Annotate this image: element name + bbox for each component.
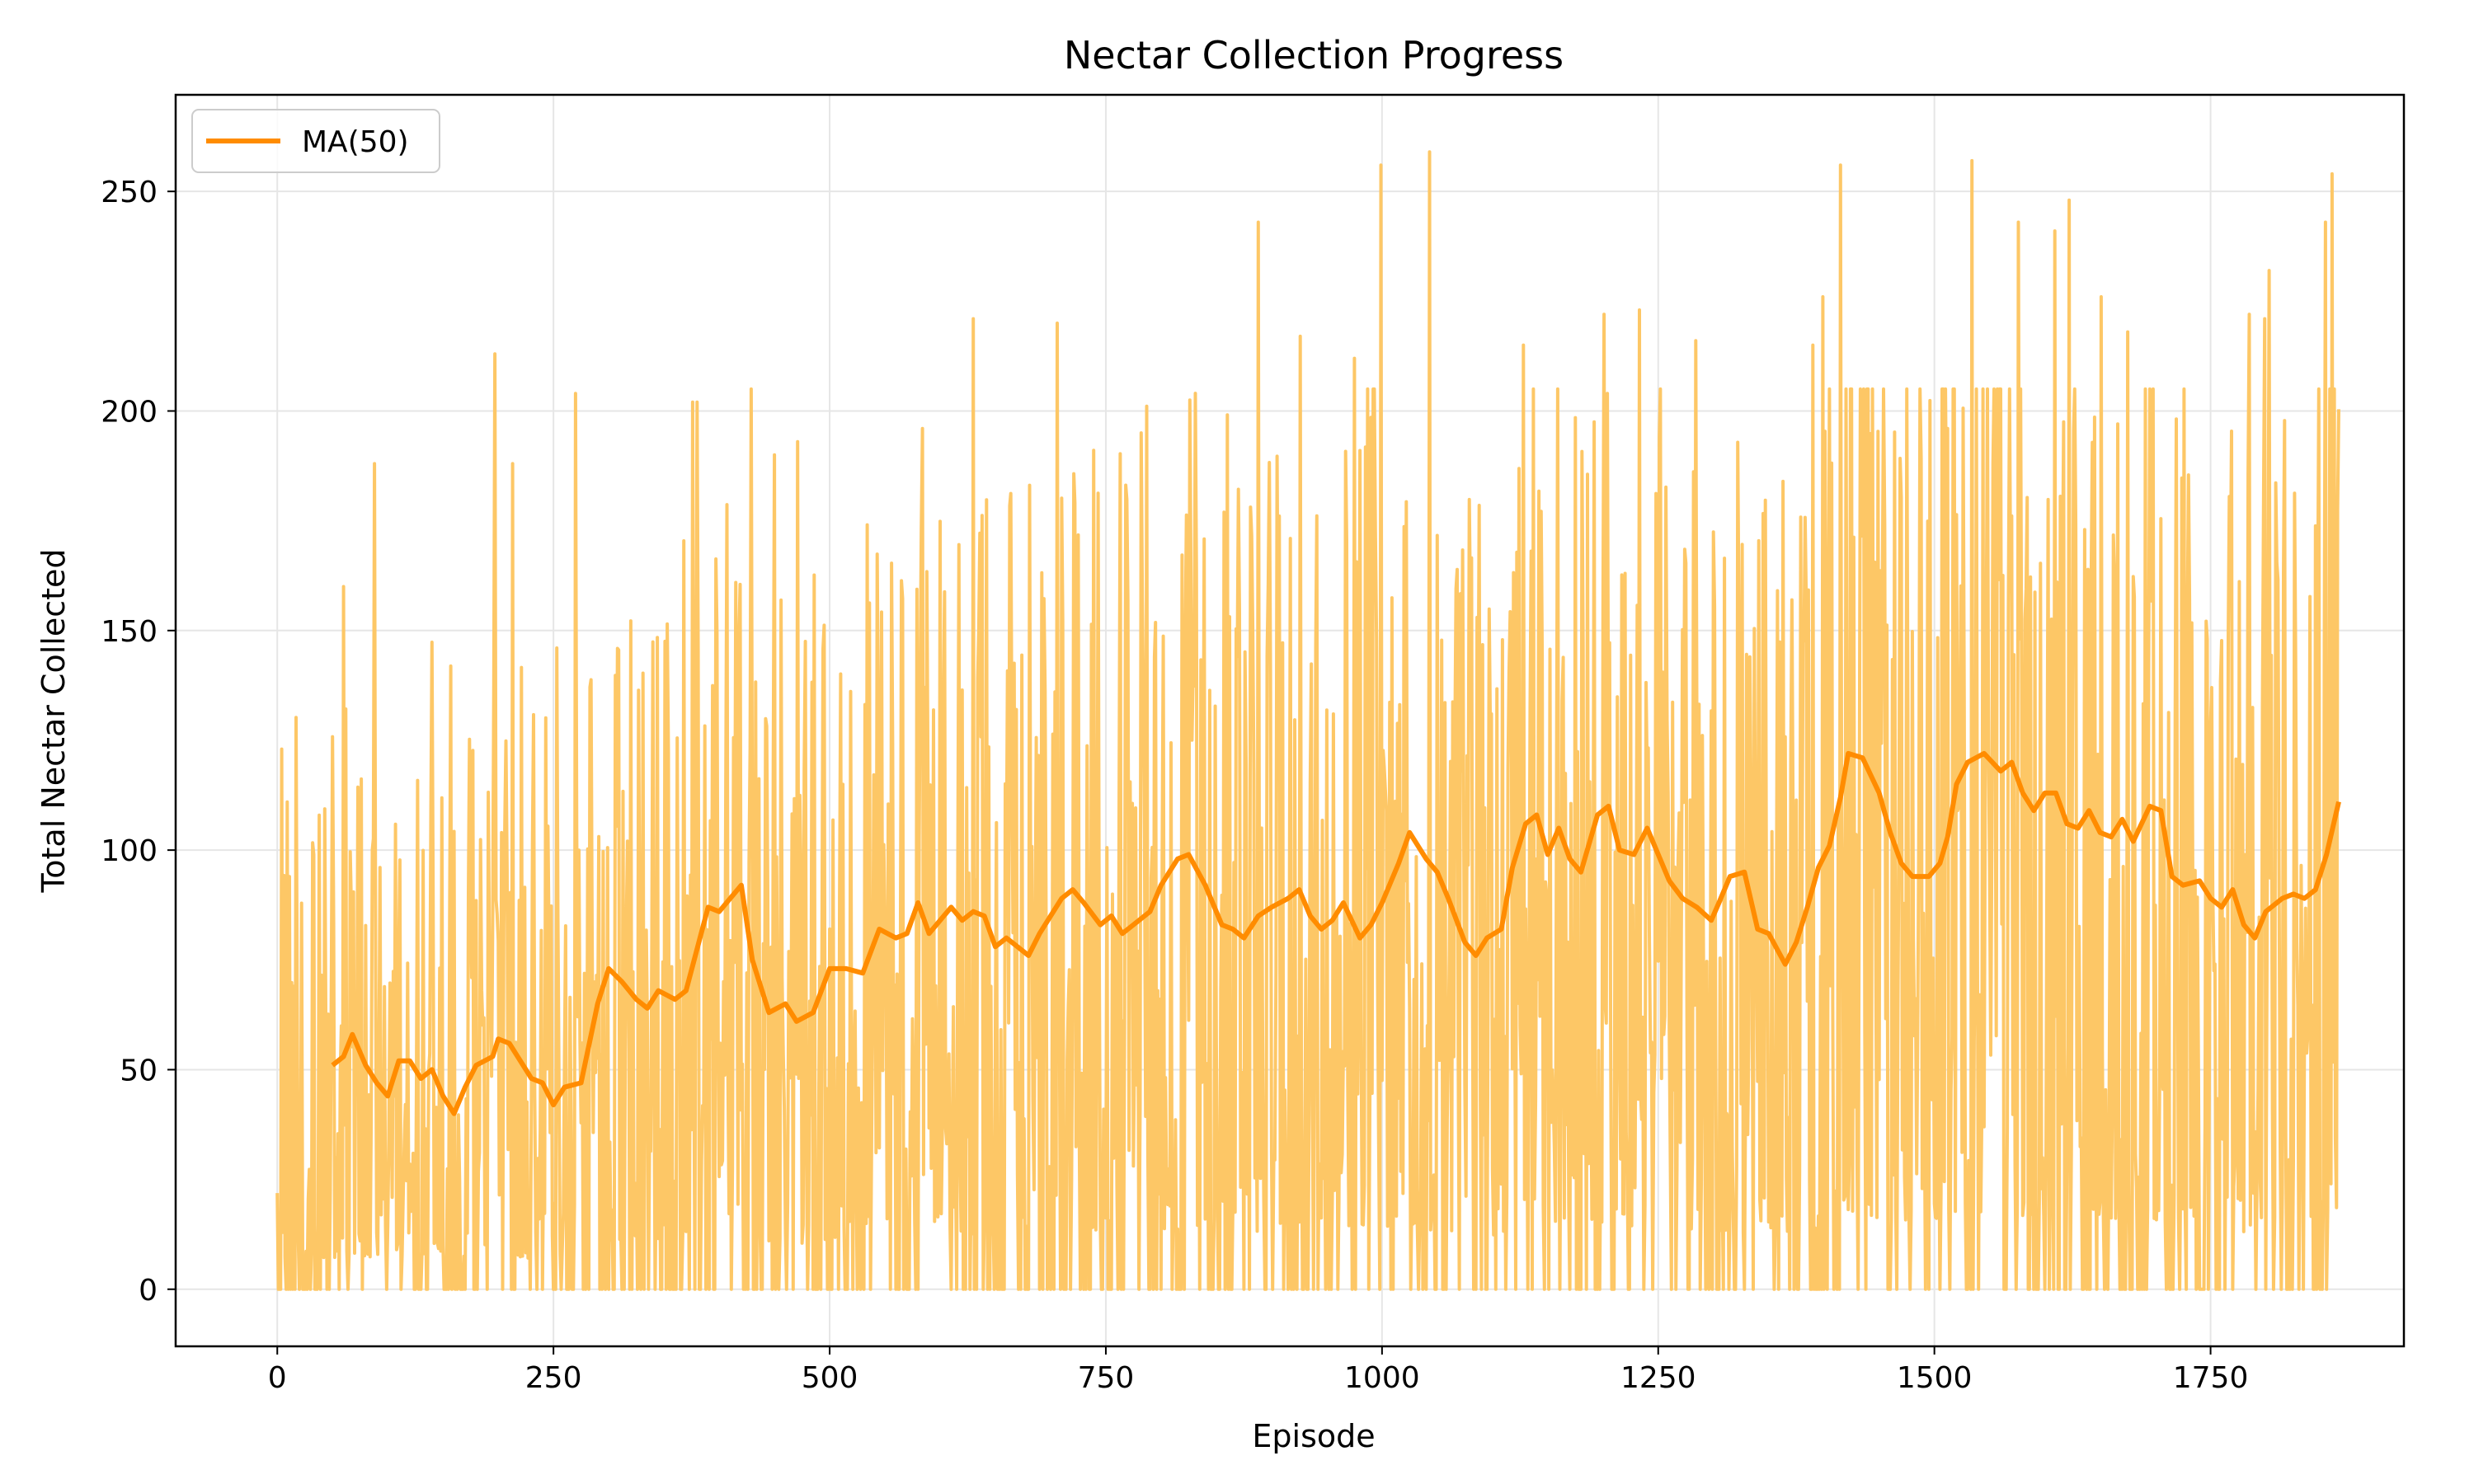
legend-box [191,109,440,173]
legend: MA(50) [191,109,440,173]
x-tick-label: 1250 [1620,1361,1696,1395]
x-tick-label: 0 [268,1361,287,1395]
raw-series-layer [275,150,2340,1291]
plot-area-frame [174,93,2406,1348]
x-tick-label: 1500 [1897,1361,1973,1395]
y-tick-label: 50 [120,1054,158,1087]
x-axis-ticks: 0 250 500 750 1000 1250 1500 1750 [268,1346,2249,1395]
x-tick-label: 250 [525,1361,582,1395]
legend-label-ma: MA(50) [302,125,409,159]
x-tick-label: 1750 [2173,1361,2249,1395]
y-tick-label: 200 [101,395,158,429]
y-tick-label: 0 [139,1274,158,1308]
y-tick-label: 100 [101,834,158,868]
x-axis-label: Episode [1252,1418,1375,1454]
moving-average-line [331,750,2341,1116]
x-tick-label: 1000 [1344,1361,1420,1395]
x-tick-label: 500 [802,1361,858,1395]
y-axis-ticks: 0 50 100 150 200 250 [101,176,176,1308]
chart-title: Nectar Collection Progress [1064,33,1564,77]
moving-average-layer [331,750,2341,1116]
y-tick-label: 150 [101,615,158,649]
raw-episode-line [275,150,2340,1291]
x-tick-label: 750 [1078,1361,1135,1395]
y-tick-label: 250 [101,176,158,209]
y-axis-label: Total Nectar Collected [35,549,72,894]
